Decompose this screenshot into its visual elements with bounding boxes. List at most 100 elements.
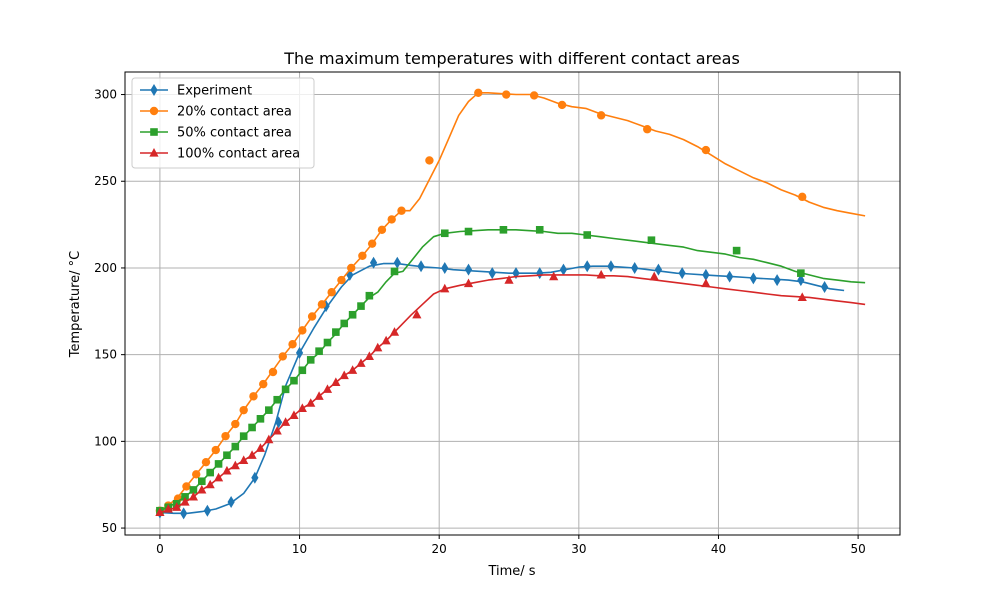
data-point <box>322 384 333 393</box>
data-point <box>322 300 330 313</box>
series-line <box>159 274 866 514</box>
data-point <box>331 377 341 387</box>
data-point <box>221 431 230 441</box>
y-tick-label: 250 <box>94 174 117 188</box>
data-point <box>306 356 315 364</box>
data-point <box>315 347 323 355</box>
data-point <box>797 274 805 287</box>
data-point <box>340 319 349 328</box>
data-point <box>231 442 240 451</box>
data-point <box>499 226 508 234</box>
x-tick-label: 50 <box>850 542 865 556</box>
data-point <box>198 477 206 486</box>
data-point <box>631 261 639 274</box>
data-point <box>239 432 248 440</box>
data-point <box>440 229 449 238</box>
data-point <box>188 491 199 501</box>
data-point <box>502 90 511 99</box>
x-tick-label: 40 <box>711 542 726 556</box>
tick-layer: 0 10 20 30 40 50 50 100 150 200 250 300 <box>94 88 866 556</box>
data-point <box>647 236 656 245</box>
data-point <box>256 415 265 423</box>
data-point <box>227 496 235 509</box>
legend-label: 50% contact area <box>177 126 292 141</box>
data-point <box>358 251 367 261</box>
data-point <box>798 192 807 202</box>
data-point <box>820 281 829 294</box>
data-point <box>230 460 240 470</box>
data-point <box>367 239 377 248</box>
data-point <box>206 468 214 477</box>
y-tick-label: 300 <box>94 88 117 102</box>
data-point <box>797 269 805 277</box>
data-point <box>259 379 268 389</box>
chart-title: The maximum temperatures with different … <box>283 49 740 68</box>
data-point <box>373 342 383 352</box>
data-point <box>596 269 606 279</box>
data-point <box>389 327 400 336</box>
data-point <box>339 370 349 380</box>
data-point <box>268 367 278 377</box>
data-point <box>583 231 592 239</box>
data-point <box>182 482 191 491</box>
x-tick-label: 10 <box>292 542 307 556</box>
data-point <box>397 206 406 215</box>
data-point <box>239 455 249 465</box>
data-point <box>474 88 483 98</box>
legend-box <box>131 77 315 169</box>
data-point <box>369 256 378 269</box>
data-point <box>163 503 173 513</box>
data-point <box>273 395 282 404</box>
data-point <box>290 376 298 385</box>
data-point <box>425 156 434 165</box>
data-point <box>387 215 396 224</box>
data-point <box>357 302 365 310</box>
y-tick-label: 150 <box>94 348 117 362</box>
data-point <box>356 358 366 367</box>
data-point <box>201 457 211 467</box>
data-point <box>189 486 198 494</box>
data-point <box>222 465 232 475</box>
data-point <box>248 423 256 432</box>
data-point <box>504 275 514 284</box>
data-point <box>596 111 606 120</box>
data-point <box>275 416 283 429</box>
y-tick-label: 100 <box>94 434 117 448</box>
data-point <box>281 385 290 394</box>
series-4 <box>155 269 866 517</box>
data-point <box>607 260 615 273</box>
data-point <box>732 246 741 255</box>
data-point <box>535 226 544 234</box>
data-point <box>231 419 240 429</box>
x-tick-label: 30 <box>571 542 586 556</box>
y-axis-label: Temperature/ °C <box>68 251 83 358</box>
data-point <box>381 335 391 345</box>
grid-layer <box>125 72 900 535</box>
data-point <box>192 470 201 479</box>
data-point <box>749 272 757 285</box>
data-point <box>440 283 450 293</box>
data-point <box>280 417 291 426</box>
data-point <box>348 365 358 374</box>
data-point <box>213 472 224 482</box>
data-point <box>255 443 266 452</box>
legend-item: 100% contact area <box>140 147 300 162</box>
data-point <box>488 267 496 280</box>
data-point <box>583 260 591 273</box>
data-point <box>678 267 686 280</box>
data-point <box>272 425 282 435</box>
data-point <box>654 263 663 276</box>
series-2 <box>155 88 866 515</box>
data-point <box>180 507 188 520</box>
data-point <box>701 278 711 288</box>
data-point <box>249 392 258 401</box>
data-point <box>155 507 165 517</box>
data-point <box>464 263 473 276</box>
data-point <box>441 261 449 274</box>
data-point <box>306 398 316 407</box>
data-point <box>295 346 304 359</box>
data-point <box>327 288 336 297</box>
data-point <box>314 391 324 400</box>
y-tick-label: 50 <box>102 521 117 535</box>
